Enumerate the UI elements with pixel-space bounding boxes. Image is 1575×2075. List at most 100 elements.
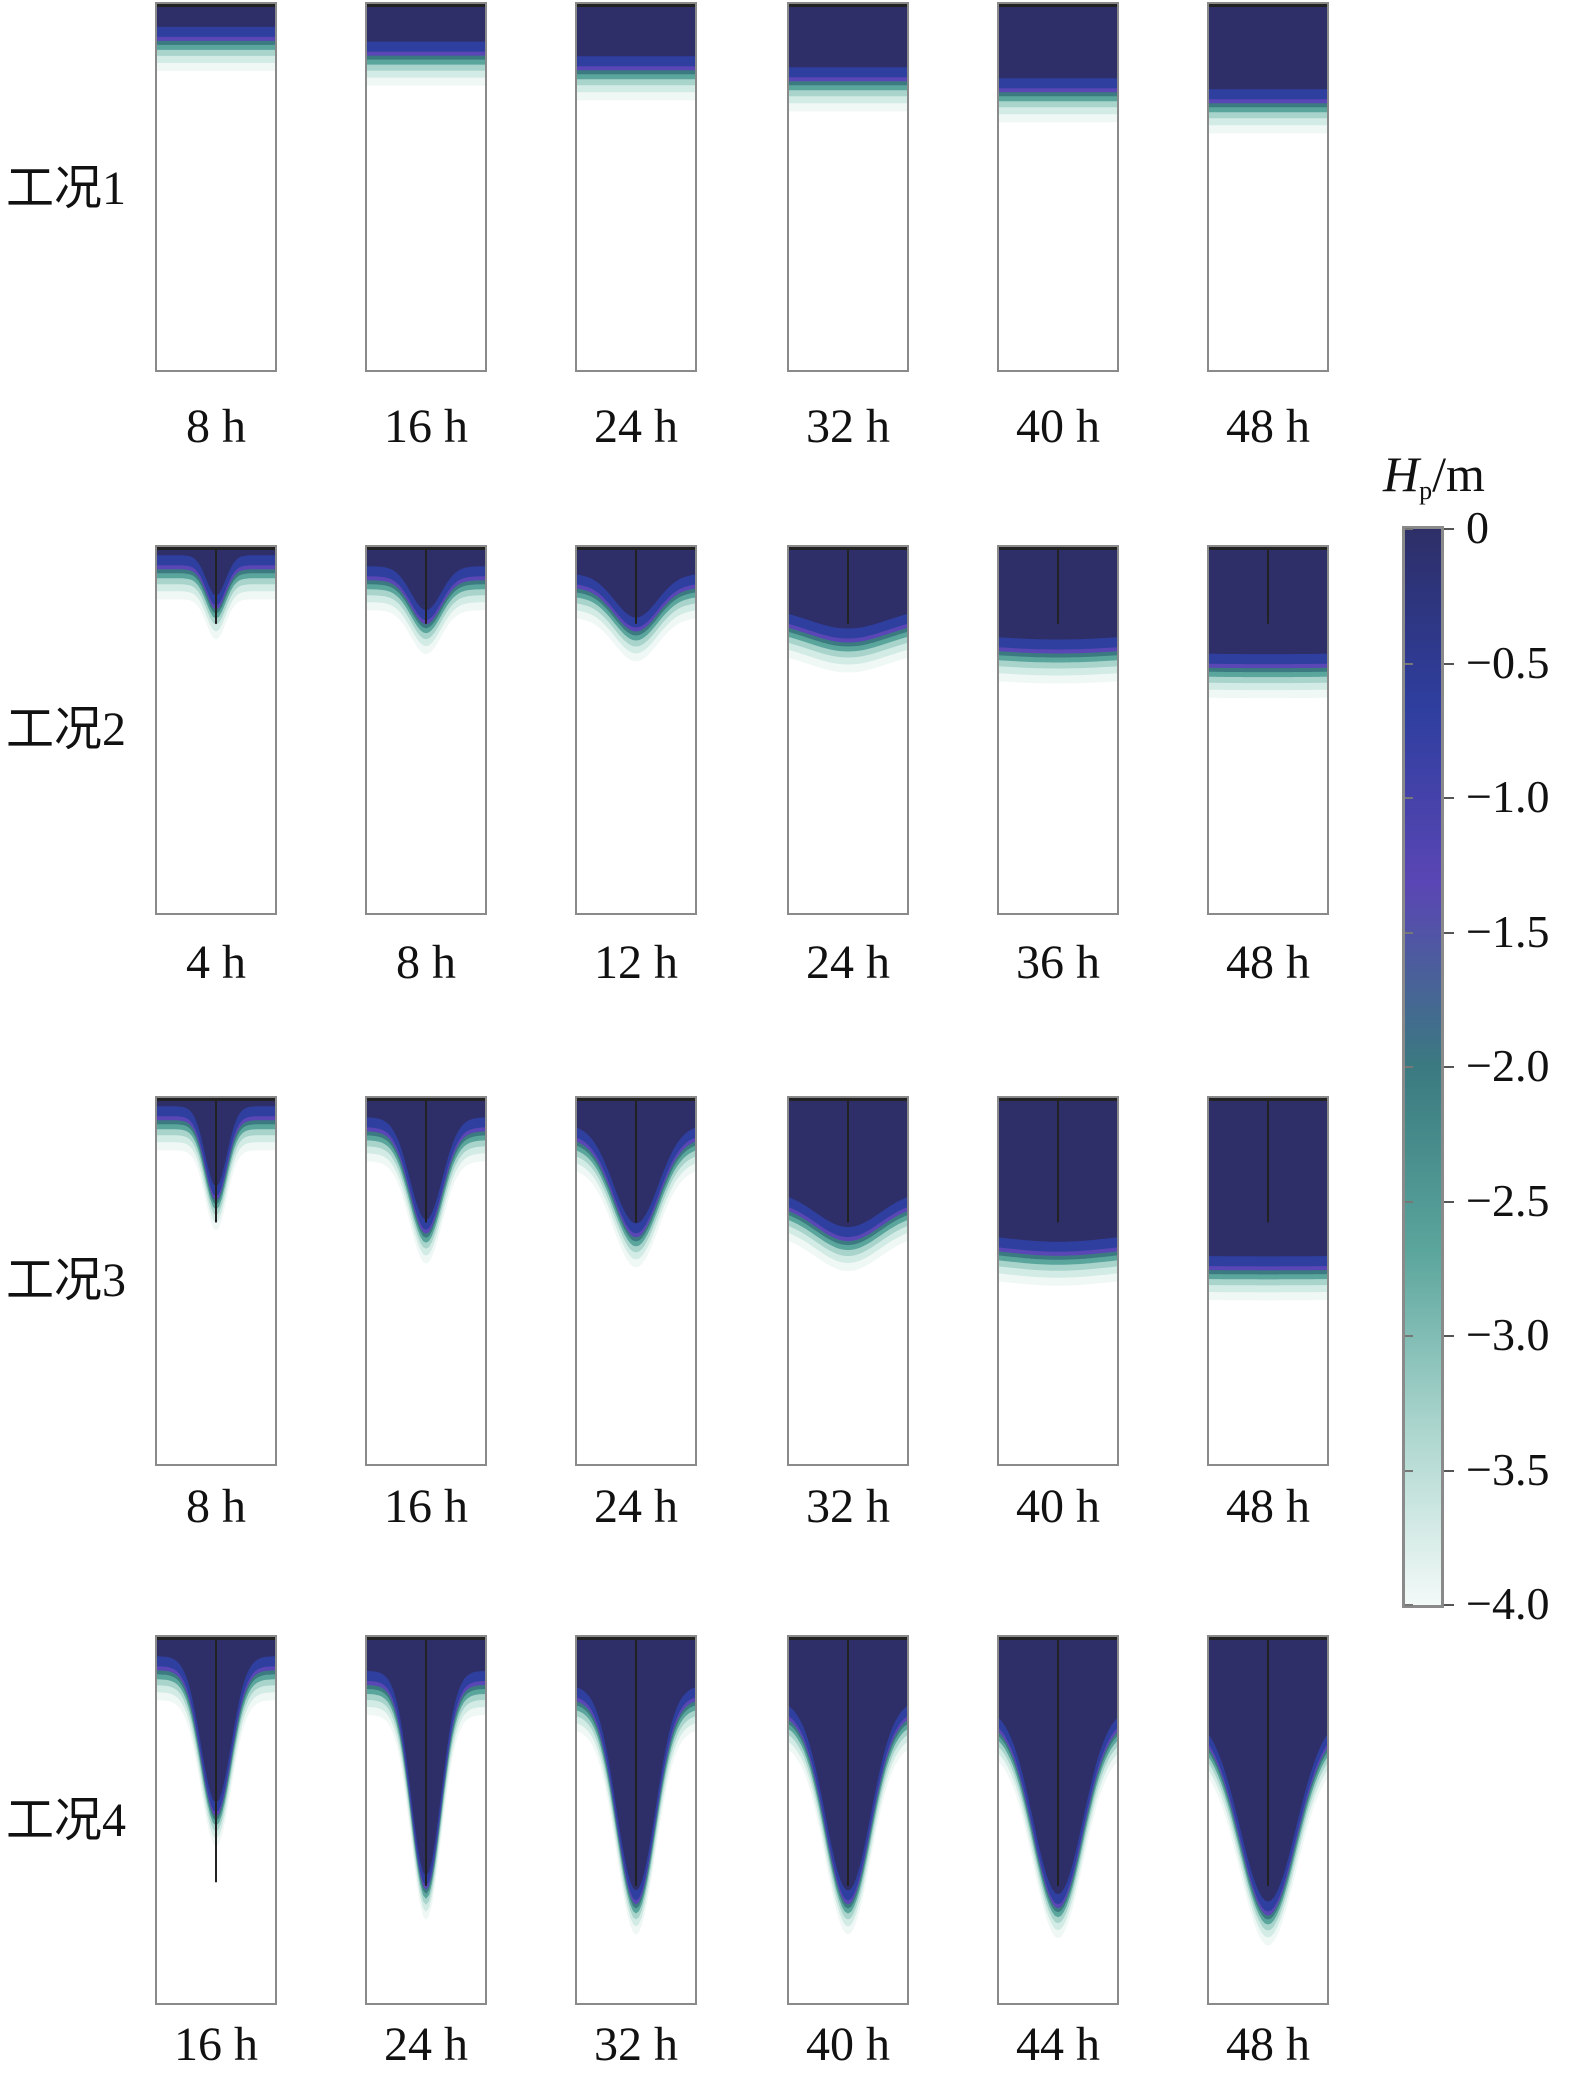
time-label: 48 h [1226, 936, 1310, 989]
colorbar-tick-label: −2.0 [1466, 1040, 1550, 1091]
time-label: 16 h [384, 400, 468, 453]
colorbar-tick [1444, 1335, 1454, 1337]
time-label: 40 h [1016, 1480, 1100, 1533]
panel-plot [999, 547, 1117, 684]
panel-top-edge [577, 1098, 695, 1101]
panel-plot [367, 547, 485, 655]
heatmap-panel [155, 2, 277, 372]
heatmap-panel [1207, 545, 1329, 915]
colorbar-tick [1444, 1469, 1454, 1472]
time-label: 16 h [384, 1480, 468, 1533]
heatmap-panel [787, 1635, 909, 2005]
time-label: 24 h [806, 936, 890, 989]
panel-plot [577, 1098, 695, 1268]
panel-plot [789, 1637, 907, 1935]
panel-top-edge [1209, 4, 1327, 7]
heatmap-panel [1207, 1096, 1329, 1466]
panel-top-edge [999, 1098, 1117, 1101]
panel-plot [367, 1098, 485, 1264]
panel-top-edge [157, 1637, 275, 1640]
panel-top-edge [157, 1098, 275, 1101]
time-label: 8 h [186, 400, 246, 453]
row-label: 工况3 [6, 1254, 127, 1307]
saturated-zone [1209, 4, 1327, 90]
colorbar-title-symbol: H [1383, 446, 1420, 502]
panel-top-edge [789, 4, 907, 7]
panel-plot [367, 4, 485, 86]
time-label: 48 h [1226, 1480, 1310, 1533]
time-label: 12 h [594, 936, 678, 989]
panel-plot [577, 547, 695, 662]
panel-plot [1209, 1098, 1327, 1301]
panel-plot [999, 1098, 1117, 1286]
heatmap-panel [1207, 2, 1329, 372]
colorbar-tick-inner [1405, 1066, 1413, 1068]
panel-top-edge [1209, 547, 1327, 550]
panel-plot [157, 547, 275, 640]
panel-top-edge [157, 547, 275, 550]
time-label: 48 h [1226, 400, 1310, 453]
heatmap-panel [997, 2, 1119, 372]
time-label: 8 h [186, 1480, 246, 1533]
heatmap-panel [365, 1635, 487, 2005]
time-label: 44 h [1016, 2018, 1100, 2071]
colorbar-tick-label: −0.5 [1466, 636, 1550, 688]
panel-top-edge [367, 1098, 485, 1101]
panel-plot [789, 547, 907, 673]
panel-top-edge [1209, 1637, 1327, 1640]
panel-plot [999, 4, 1117, 123]
heatmap-panel [787, 2, 909, 372]
panel-top-edge [157, 4, 275, 7]
heatmap-panel [787, 545, 909, 915]
panel-plot [1209, 1637, 1327, 1946]
panel-plot [157, 1637, 275, 1883]
panel-top-edge [999, 4, 1117, 7]
heatmap-panel [155, 545, 277, 915]
heatmap-panel [365, 1096, 487, 1466]
heatmap-panel [575, 1635, 697, 2005]
panel-plot [1209, 4, 1327, 134]
time-label: 40 h [1016, 400, 1100, 453]
colorbar-tick [1444, 1200, 1454, 1203]
time-label: 36 h [1016, 936, 1100, 989]
colorbar-tick [1444, 528, 1454, 530]
colorbar-tick [1444, 1066, 1454, 1068]
colorbar-tick-inner [1405, 931, 1413, 934]
heatmap-panel [997, 1635, 1119, 2005]
panel-top-edge [999, 547, 1117, 550]
panel-top-edge [577, 547, 695, 550]
heatmap-panel [575, 545, 697, 915]
time-label: 8 h [396, 936, 456, 989]
panel-top-edge [367, 4, 485, 7]
saturated-zone [999, 4, 1117, 79]
time-label: 48 h [1226, 2018, 1310, 2071]
panel-plot [157, 1098, 275, 1231]
panel-top-edge [1209, 1098, 1327, 1101]
colorbar-tick-label: −1.5 [1466, 905, 1550, 957]
panel-plot [157, 4, 275, 71]
colorbar-title-subscript: p [1419, 476, 1433, 505]
colorbar-title: Hp/m [1383, 445, 1485, 506]
time-label: 24 h [594, 400, 678, 453]
time-label: 32 h [806, 1480, 890, 1533]
panel-top-edge [367, 547, 485, 550]
saturated-zone [157, 4, 275, 27]
colorbar-tick-label: −3.0 [1466, 1309, 1550, 1360]
panel-top-edge [367, 1637, 485, 1640]
saturated-zone [367, 4, 485, 42]
row-label: 工况1 [6, 162, 127, 215]
panel-top-edge [789, 1098, 907, 1101]
row-label: 工况2 [6, 703, 127, 756]
time-label: 24 h [384, 2018, 468, 2071]
panel-plot [789, 1098, 907, 1272]
panel-top-edge [789, 1637, 907, 1640]
colorbar-tick-label: −4.0 [1466, 1578, 1550, 1629]
colorbar-title-unit: /m [1432, 446, 1485, 502]
heatmap-panel [575, 1096, 697, 1466]
colorbar-tick-label: −3.5 [1466, 1443, 1550, 1495]
colorbar-tick-label: −1.0 [1466, 771, 1550, 822]
heatmap-panel [155, 1096, 277, 1466]
heatmap-panel [365, 2, 487, 372]
heatmap-panel [1207, 1635, 1329, 2005]
